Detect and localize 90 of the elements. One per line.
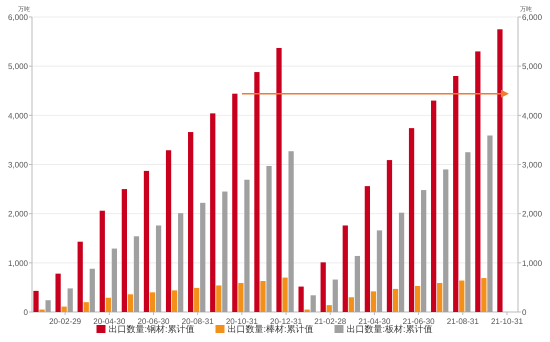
bar (156, 225, 162, 312)
bar (55, 274, 61, 312)
bar (408, 128, 414, 312)
bar (266, 166, 272, 312)
bar (481, 278, 487, 312)
bar (90, 268, 95, 312)
bar (354, 256, 360, 312)
x-tick-label: 21-06-30 (402, 317, 436, 326)
y2-tick-label: 5,000 (522, 62, 543, 72)
bar (453, 76, 458, 312)
bar (326, 305, 332, 312)
bar (45, 300, 51, 312)
y-tick-label: 3,000 (8, 160, 29, 170)
x-tick-label: 20-06-30 (137, 317, 170, 326)
bar (465, 152, 470, 312)
bar (106, 298, 111, 312)
y-tick-label: 0 (24, 308, 29, 317)
y-tick-label: 6,000 (8, 13, 29, 22)
bar (122, 189, 128, 312)
y2-tick-label: 2,000 (522, 210, 543, 219)
bar (487, 135, 493, 312)
x-tick-label: 20-08-31 (182, 317, 214, 326)
bar (310, 295, 316, 312)
x-tick-label: 21-04-30 (358, 317, 391, 326)
bar (376, 230, 382, 312)
legend-label: 出口数量:板材:累计值 (346, 324, 433, 334)
x-tick-label: 20-12-31 (270, 317, 303, 326)
bar (232, 94, 238, 312)
bar (386, 160, 392, 312)
bar (421, 190, 426, 312)
bar (68, 288, 73, 312)
bar (459, 280, 464, 312)
bar (260, 281, 266, 312)
x-tick-label: 20-02-29 (49, 317, 82, 326)
bar (392, 288, 398, 312)
bar (288, 151, 294, 312)
y-tick-label: 1,000 (8, 258, 29, 268)
bar (497, 29, 503, 312)
bar (200, 202, 206, 312)
y-tick-label: 4,000 (8, 111, 29, 120)
bar (276, 48, 282, 312)
x-tick-label: 21-10-31 (490, 317, 524, 326)
bar (254, 72, 260, 312)
bar (216, 285, 222, 312)
x-tick-label: 21-08-31 (446, 317, 480, 326)
y2-tick-label: 4,000 (522, 111, 543, 120)
bar (398, 212, 404, 312)
y2-tick-label: 6,000 (522, 13, 543, 22)
bar (332, 280, 338, 312)
bar (188, 132, 194, 312)
bar (414, 286, 420, 312)
bar (62, 306, 67, 312)
bar (437, 282, 442, 312)
bar (298, 286, 304, 312)
bar (222, 192, 228, 312)
y2-tick-label: 0 (522, 308, 527, 317)
bar (475, 51, 480, 312)
bar (33, 290, 39, 312)
x-tick-label: 21-02-28 (314, 317, 347, 326)
bar (342, 225, 348, 312)
bar (144, 170, 150, 312)
bar (320, 262, 326, 312)
bar (128, 294, 134, 312)
y2-tick-label: 3,000 (522, 160, 543, 170)
bar (210, 113, 216, 312)
bar (244, 180, 250, 312)
bar (78, 242, 83, 312)
x-tick-label: 20-10-31 (226, 317, 258, 326)
y-tick-label: 2,000 (8, 210, 29, 219)
bar (112, 248, 118, 312)
bar (431, 100, 436, 312)
legend-label: 出口数量:钢材:累计值 (108, 324, 195, 334)
bar (150, 292, 156, 312)
bar (172, 290, 178, 312)
y2-tick-label: 1,000 (522, 258, 543, 268)
bar (282, 278, 288, 312)
bar (370, 291, 376, 312)
bar (238, 282, 244, 312)
x-tick-label: 20-04-30 (93, 317, 126, 326)
bar (364, 186, 370, 312)
bar (134, 236, 140, 312)
bar (443, 169, 448, 312)
bar (84, 302, 89, 312)
bar (194, 288, 200, 312)
bar (100, 210, 105, 312)
bar (178, 213, 184, 312)
bar (348, 297, 354, 312)
y-tick-label: 5,000 (8, 62, 29, 72)
bar (166, 150, 172, 312)
legend-label: 出口数量:棒材:累计值 (228, 324, 314, 334)
